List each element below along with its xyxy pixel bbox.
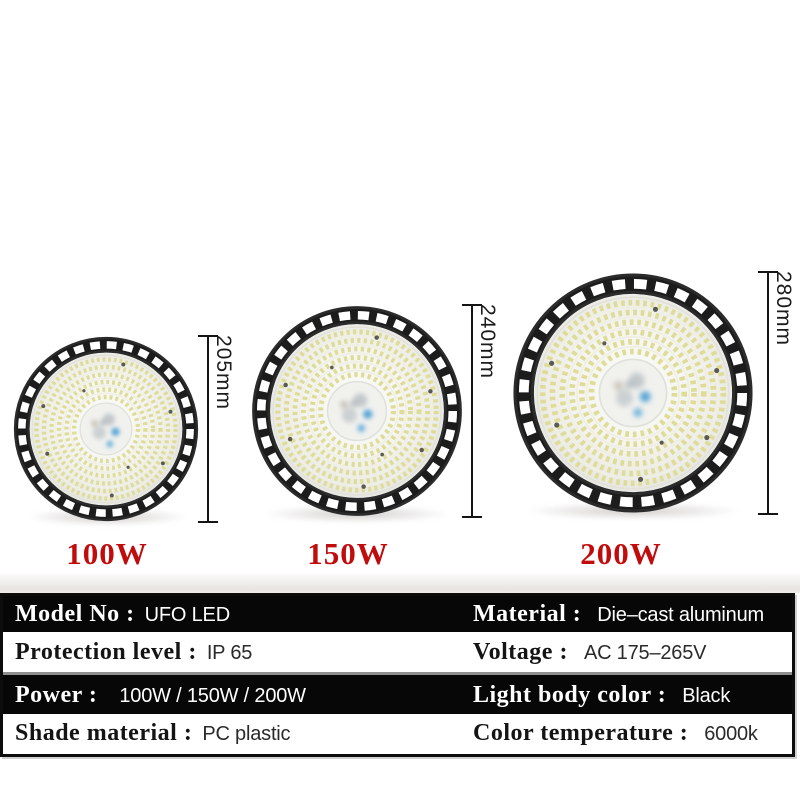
dimension-line [767, 271, 769, 515]
dimension-line [471, 304, 473, 518]
spec-row-shade-colortemp: Shade material : PC plastic Color temper… [3, 714, 792, 751]
ufo-lamp-image-100w [12, 335, 200, 523]
dimension-label: 205mm [212, 335, 235, 411]
wattage-label-100w: 100W [66, 536, 148, 571]
wattage-label-200w: 200W [580, 536, 662, 571]
spec-label-power: Power : [15, 681, 98, 708]
spec-label-light-body-color: Light body color : [473, 681, 667, 708]
spec-row-model-material: Model No : UFO LED Material : Die–cast a… [3, 596, 792, 632]
dimension-tick-bottom [462, 516, 482, 518]
spec-label-voltage: Voltage : [473, 639, 568, 665]
dimension-annotation-150w: 240mm [462, 304, 499, 518]
spec-value-voltage: AC 175–265V [583, 642, 707, 664]
dimension-line [207, 335, 209, 523]
dimension-label: 240mm [476, 304, 499, 380]
spec-row-protection-voltage: Protection level : IP 65 Voltage : AC 17… [3, 632, 792, 672]
spec-label-color-temperature: Color temperature : [473, 719, 689, 746]
spec-row-power-bodycolor: Power : 100W / 150W / 200W Light body co… [3, 672, 792, 714]
spec-value-shade-material: PC plastic [202, 722, 291, 745]
dimension-annotation-100w: 205mm [198, 335, 235, 523]
spec-value-model-no: UFO LED [144, 604, 230, 626]
spec-label-model-no: Model No : [15, 601, 135, 627]
spec-value-protection-level: IP 65 [206, 642, 253, 664]
spec-value-material: Die–cast aluminum [597, 604, 764, 626]
ufo-lamp-image-150w [250, 304, 464, 518]
dimension-tick-bottom [198, 521, 218, 523]
spec-label-material: Material : [473, 601, 582, 627]
spec-value-light-body-color: Black [682, 684, 731, 707]
spec-value-color-temperature: 6000k [704, 722, 758, 745]
dimension-annotation-200w: 280mm [758, 271, 795, 515]
spec-label-shade-material: Shade material : [15, 719, 193, 746]
dimension-label: 280mm [772, 271, 795, 347]
spec-label-protection-level: Protection level : [15, 639, 197, 665]
backdrop-floor-strip [0, 574, 800, 593]
dimension-tick-bottom [758, 513, 778, 515]
wattage-label-150w: 150W [307, 536, 389, 571]
ufo-lamp-image-200w [511, 271, 755, 515]
spec-table: Model No : UFO LED Material : Die–cast a… [0, 593, 795, 757]
spec-value-power: 100W / 150W / 200W [119, 684, 306, 707]
